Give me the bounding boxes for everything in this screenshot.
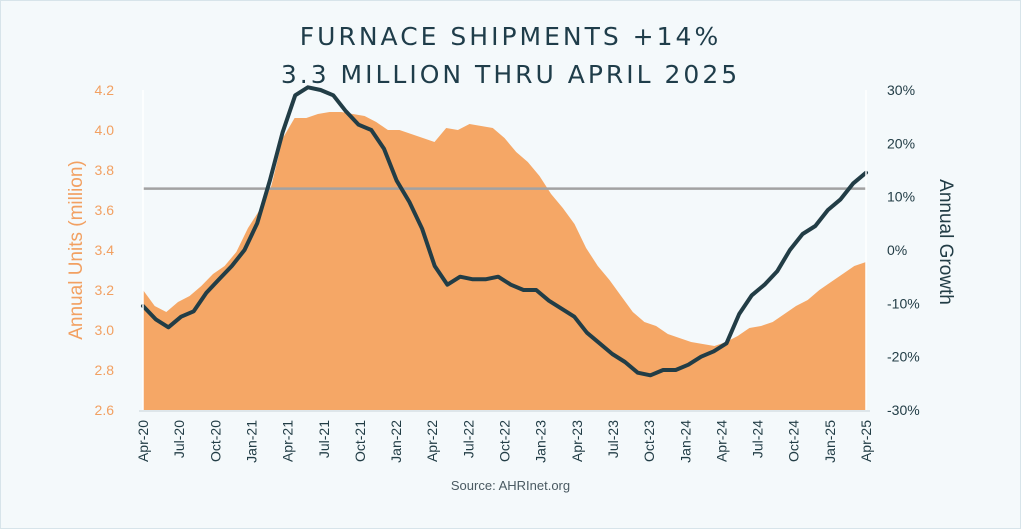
x-tick-label: Jul-24 <box>750 420 766 458</box>
x-tick-label: Oct-24 <box>786 420 802 462</box>
x-tick-label: Jul-20 <box>171 420 187 458</box>
x-tick-label: Apr-21 <box>280 420 296 462</box>
y-left-tick-label: 3.0 <box>95 322 115 338</box>
y-right-tick-label: 10% <box>887 189 915 205</box>
x-tick-label: Apr-22 <box>424 420 440 462</box>
y-right-tick-label: -30% <box>887 402 920 418</box>
y-left-tick-label: 2.8 <box>95 362 115 378</box>
x-tick-label: Jan-25 <box>822 420 838 463</box>
x-tick-label: Apr-25 <box>858 420 874 462</box>
x-tick-label: Apr-20 <box>135 420 151 462</box>
x-tick-label: Jan-24 <box>677 420 693 463</box>
x-tick-label: Jul-21 <box>316 420 332 458</box>
annual-growth-line <box>141 85 868 378</box>
x-tick-label: Oct-21 <box>352 420 368 462</box>
y-left-tick-label: 3.8 <box>95 162 115 178</box>
y-left-tick-label: 4.0 <box>95 122 115 138</box>
x-tick-label: Jan-22 <box>388 420 404 463</box>
annual-units-area <box>143 112 866 410</box>
y-right-tick-label: 0% <box>887 242 907 258</box>
x-tick-label: Oct-20 <box>207 420 223 462</box>
y-right-tick-label: -20% <box>887 349 920 365</box>
y-axis-left-label: Annual Units (million) <box>66 160 87 340</box>
source-note: Source: AHRInet.org <box>450 478 571 493</box>
y-right-tick-label: 30% <box>887 82 915 98</box>
x-tick-label: Jan-23 <box>533 420 549 463</box>
y-right-tick-label: 20% <box>887 135 915 151</box>
x-tick-label: Jul-23 <box>605 420 621 458</box>
x-tick-label: Apr-23 <box>569 420 585 462</box>
x-tick-label: Oct-23 <box>641 420 657 462</box>
y-left-tick-label: 2.6 <box>95 402 115 418</box>
x-tick-label: Jul-22 <box>460 420 476 458</box>
y-left-tick-label: 3.2 <box>95 282 115 298</box>
chart-title-line2: 3.3 MILLION THRU APRIL 2025 <box>280 60 741 89</box>
chart-title-line1: FURNACE SHIPMENTS +14% <box>299 22 722 51</box>
x-tick-label: Jan-21 <box>243 420 259 463</box>
y-axis-right-label: Annual Growth <box>935 179 956 305</box>
y-right-tick-label: -10% <box>887 295 920 311</box>
x-tick-label: Apr-24 <box>713 420 729 462</box>
y-left-tick-label: 3.6 <box>95 202 115 218</box>
x-tick-label: Oct-22 <box>497 420 513 462</box>
y-left-tick-label: 3.4 <box>95 242 115 258</box>
y-left-tick-label: 4.2 <box>95 82 115 98</box>
